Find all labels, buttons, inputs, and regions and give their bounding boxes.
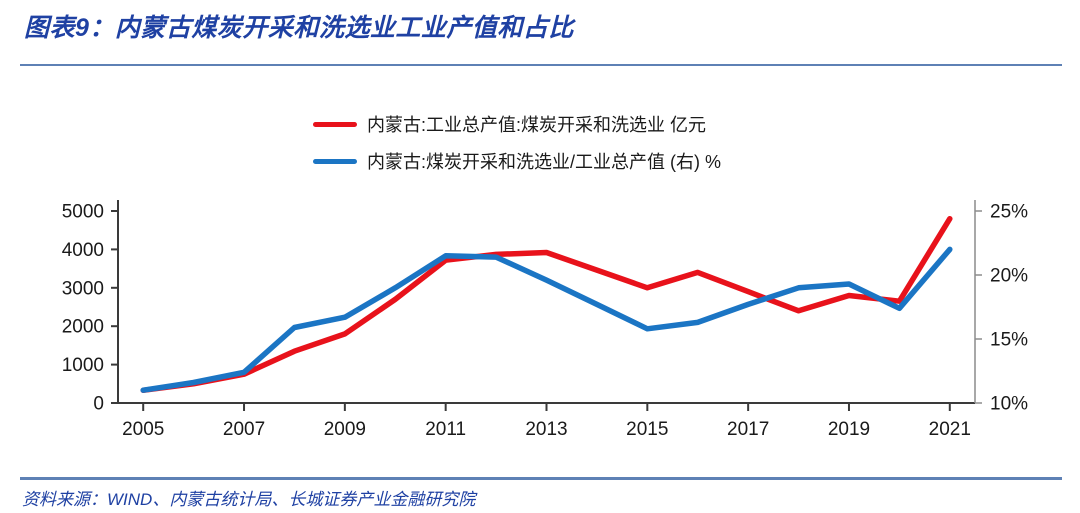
x-axis-tick-label: 2021 [929,419,971,440]
right-axis-tick-label: 25% [990,202,1028,223]
right-axis-tick-label: 15% [990,330,1028,351]
bottom-divider [20,477,1062,480]
left-axis-tick-label: 0 [93,394,104,415]
legend-swatch-red [313,121,357,127]
page-title: 图表9：内蒙古煤炭开采和洗选业工业产值和占比 [24,14,574,42]
legend-label: 内蒙古:煤炭开采和洗选业/工业总产值 (右) % [367,152,721,172]
line-chart: 0 1000 2000 3000 4000 5000 10% 15% 20% 25% 2005 200… [0,190,1080,460]
legend-swatch-blue [313,158,357,164]
legend-label: 内蒙古:工业总产值:煤炭开采和洗选业 亿元 [367,115,707,135]
series-line-output-value [140,215,953,394]
source-note: 资料来源：WIND、内蒙古统计局、长城证券产业金融研究院 [22,490,476,509]
x-axis-tick-label: 2019 [828,419,870,440]
x-axis-tick-label: 2015 [626,419,668,440]
chart-canvas: 0 1000 2000 3000 4000 5000 10% 15% 20% 25% 2005 200… [62,200,1028,440]
x-axis-tick-label: 2005 [122,419,164,440]
chart-legend: 内蒙古:工业总产值:煤炭开采和洗选业 亿元 内蒙古:煤炭开采和洗选业/工业总产值… [313,110,721,175]
left-axis-tick-label: 4000 [62,240,104,261]
x-axis-tick-label: 2013 [525,419,567,440]
x-axis-tick-label: 2017 [727,419,769,440]
legend-item-output-value: 内蒙古:工业总产值:煤炭开采和洗选业 亿元 [313,110,721,138]
legend-item-share: 内蒙古:煤炭开采和洗选业/工业总产值 (右) % [313,147,721,175]
x-axis-tick-label: 2007 [223,419,265,440]
left-axis-tick-label: 1000 [62,355,104,376]
right-axis-tick-label: 20% [990,266,1028,287]
left-axis-tick-label: 5000 [62,202,104,223]
left-axis-tick-label: 2000 [62,317,104,338]
series-line-share [140,246,953,393]
x-axis-tick-label: 2009 [324,419,366,440]
top-divider [20,64,1062,66]
x-axis-tick-label: 2011 [425,419,466,440]
right-axis-tick-label: 10% [990,394,1028,415]
left-axis-tick-label: 3000 [62,278,104,299]
